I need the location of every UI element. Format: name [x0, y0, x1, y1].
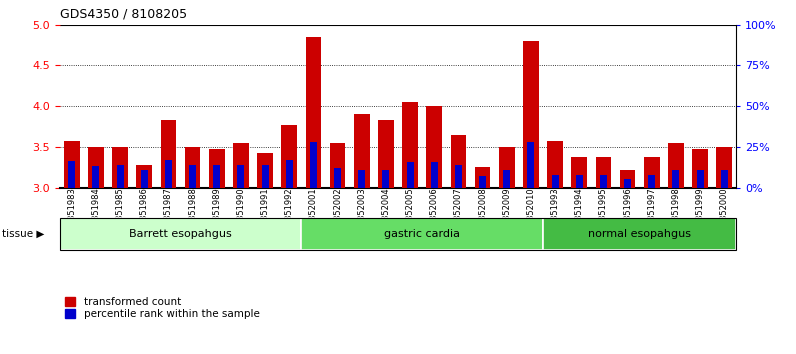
Bar — [92, 166, 100, 188]
Bar — [209, 149, 224, 188]
Bar — [696, 170, 704, 188]
Bar — [64, 141, 80, 188]
Bar — [382, 170, 389, 188]
Text: GSM852004: GSM852004 — [381, 188, 390, 238]
Bar — [572, 157, 587, 188]
Bar — [112, 147, 128, 188]
Bar — [330, 143, 345, 188]
Text: GSM852008: GSM852008 — [478, 188, 487, 238]
Bar — [286, 160, 293, 188]
Bar — [233, 143, 249, 188]
Bar — [528, 142, 534, 188]
Text: GSM851997: GSM851997 — [647, 188, 656, 238]
Bar — [427, 106, 442, 188]
Text: tissue ▶: tissue ▶ — [2, 229, 44, 239]
Bar — [673, 170, 680, 188]
Bar — [402, 102, 418, 188]
Bar — [451, 135, 466, 188]
Bar — [213, 165, 220, 188]
Text: GSM852005: GSM852005 — [406, 188, 415, 238]
Bar — [644, 157, 660, 188]
Bar — [552, 175, 559, 188]
Text: GSM851988: GSM851988 — [188, 188, 197, 239]
Bar — [720, 170, 728, 188]
Bar — [185, 147, 201, 188]
Bar — [88, 147, 103, 188]
Text: GSM852010: GSM852010 — [526, 188, 536, 238]
Bar — [431, 161, 438, 188]
Text: GSM851998: GSM851998 — [671, 188, 681, 238]
Text: GSM851983: GSM851983 — [68, 188, 76, 239]
Text: GSM852001: GSM852001 — [309, 188, 318, 238]
Bar — [543, 218, 736, 250]
Text: GSM851986: GSM851986 — [140, 188, 149, 239]
Bar — [407, 161, 414, 188]
Bar — [141, 170, 148, 188]
Bar — [60, 218, 302, 250]
Bar — [503, 170, 510, 188]
Text: GSM852007: GSM852007 — [454, 188, 463, 238]
Bar — [310, 142, 317, 188]
Bar — [378, 120, 394, 188]
Bar — [306, 37, 322, 188]
Text: GSM851991: GSM851991 — [260, 188, 270, 238]
Bar — [282, 125, 297, 188]
Bar — [358, 170, 365, 188]
Text: GSM851989: GSM851989 — [213, 188, 221, 238]
Bar — [302, 218, 543, 250]
Bar — [68, 161, 76, 188]
Bar — [474, 167, 490, 188]
Text: GSM851984: GSM851984 — [92, 188, 100, 238]
Text: GSM852003: GSM852003 — [357, 188, 366, 238]
Text: Barrett esopahgus: Barrett esopahgus — [129, 229, 232, 239]
Text: GDS4350 / 8108205: GDS4350 / 8108205 — [60, 7, 187, 20]
Bar — [648, 175, 655, 188]
Bar — [716, 147, 732, 188]
Bar — [693, 149, 708, 188]
Text: GSM852006: GSM852006 — [430, 188, 439, 238]
Text: GSM851994: GSM851994 — [575, 188, 583, 238]
Legend: transformed count, percentile rank within the sample: transformed count, percentile rank withi… — [65, 297, 259, 319]
Text: GSM851985: GSM851985 — [115, 188, 125, 238]
Text: GSM851996: GSM851996 — [623, 188, 632, 238]
Bar — [334, 168, 341, 188]
Bar — [161, 120, 176, 188]
Text: GSM851992: GSM851992 — [285, 188, 294, 238]
Bar — [354, 114, 369, 188]
Bar — [262, 165, 268, 188]
Text: GSM852009: GSM852009 — [502, 188, 511, 238]
Text: normal esopahgus: normal esopahgus — [588, 229, 691, 239]
Bar — [165, 160, 172, 188]
Bar — [189, 165, 196, 188]
Text: GSM852000: GSM852000 — [720, 188, 728, 238]
Text: GSM851990: GSM851990 — [236, 188, 245, 238]
Bar — [455, 165, 462, 188]
Bar — [547, 141, 563, 188]
Bar — [620, 170, 635, 188]
Bar — [595, 157, 611, 188]
Text: GSM851993: GSM851993 — [551, 188, 560, 238]
Bar — [257, 153, 273, 188]
Bar — [237, 165, 244, 188]
Text: GSM851995: GSM851995 — [599, 188, 608, 238]
Bar — [600, 175, 607, 188]
Bar — [116, 165, 123, 188]
Text: gastric cardia: gastric cardia — [384, 229, 460, 239]
Bar — [576, 175, 583, 188]
Bar — [499, 147, 514, 188]
Bar — [624, 179, 631, 188]
Bar — [523, 41, 539, 188]
Bar — [479, 176, 486, 188]
Text: GSM851999: GSM851999 — [696, 188, 704, 238]
Bar — [668, 143, 684, 188]
Text: GSM852002: GSM852002 — [333, 188, 342, 238]
Text: GSM851987: GSM851987 — [164, 188, 173, 239]
Bar — [136, 165, 152, 188]
